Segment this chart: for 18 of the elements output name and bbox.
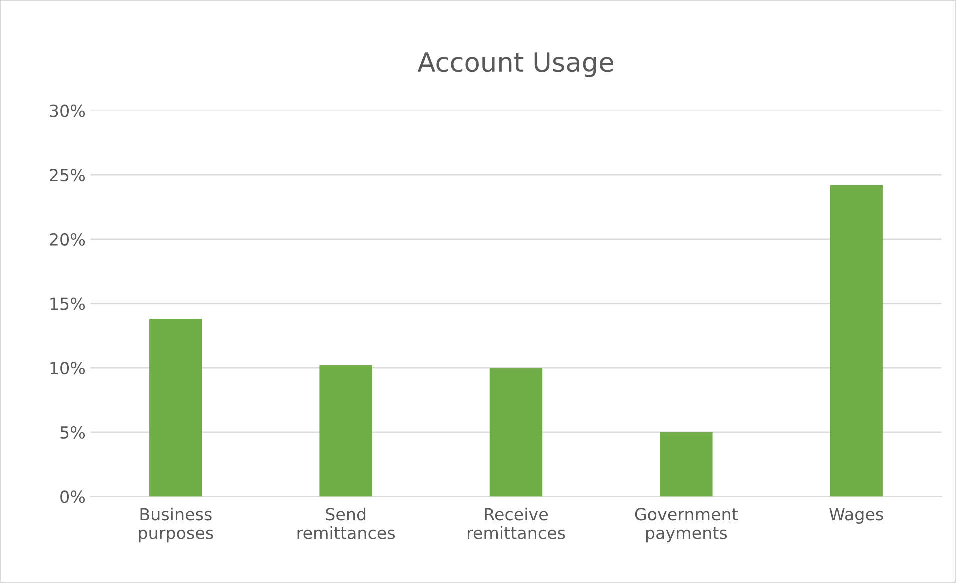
- y-tick-label: 5%: [60, 426, 86, 439]
- bar: [150, 319, 202, 497]
- y-tick-label: 30%: [50, 104, 86, 118]
- y-tick-label: 0%: [60, 490, 86, 504]
- y-tick-label: 25%: [50, 169, 86, 182]
- bar: [660, 432, 713, 497]
- x-tick-label: Government payments: [635, 508, 738, 543]
- bar: [490, 368, 543, 497]
- y-tick-label: 15%: [50, 298, 86, 310]
- x-tick-label: Business purposes: [139, 508, 214, 543]
- bar: [320, 365, 372, 497]
- y-tick-label: 10%: [50, 362, 86, 375]
- y-tick-label: 20%: [50, 233, 86, 246]
- x-tick-label: Send remittances: [298, 508, 396, 540]
- x-tick-label: Receive remittances: [468, 508, 566, 540]
- chart-title: Account Usage: [418, 52, 614, 78]
- bar: [830, 185, 883, 497]
- x-tick-label: Wages: [830, 508, 884, 524]
